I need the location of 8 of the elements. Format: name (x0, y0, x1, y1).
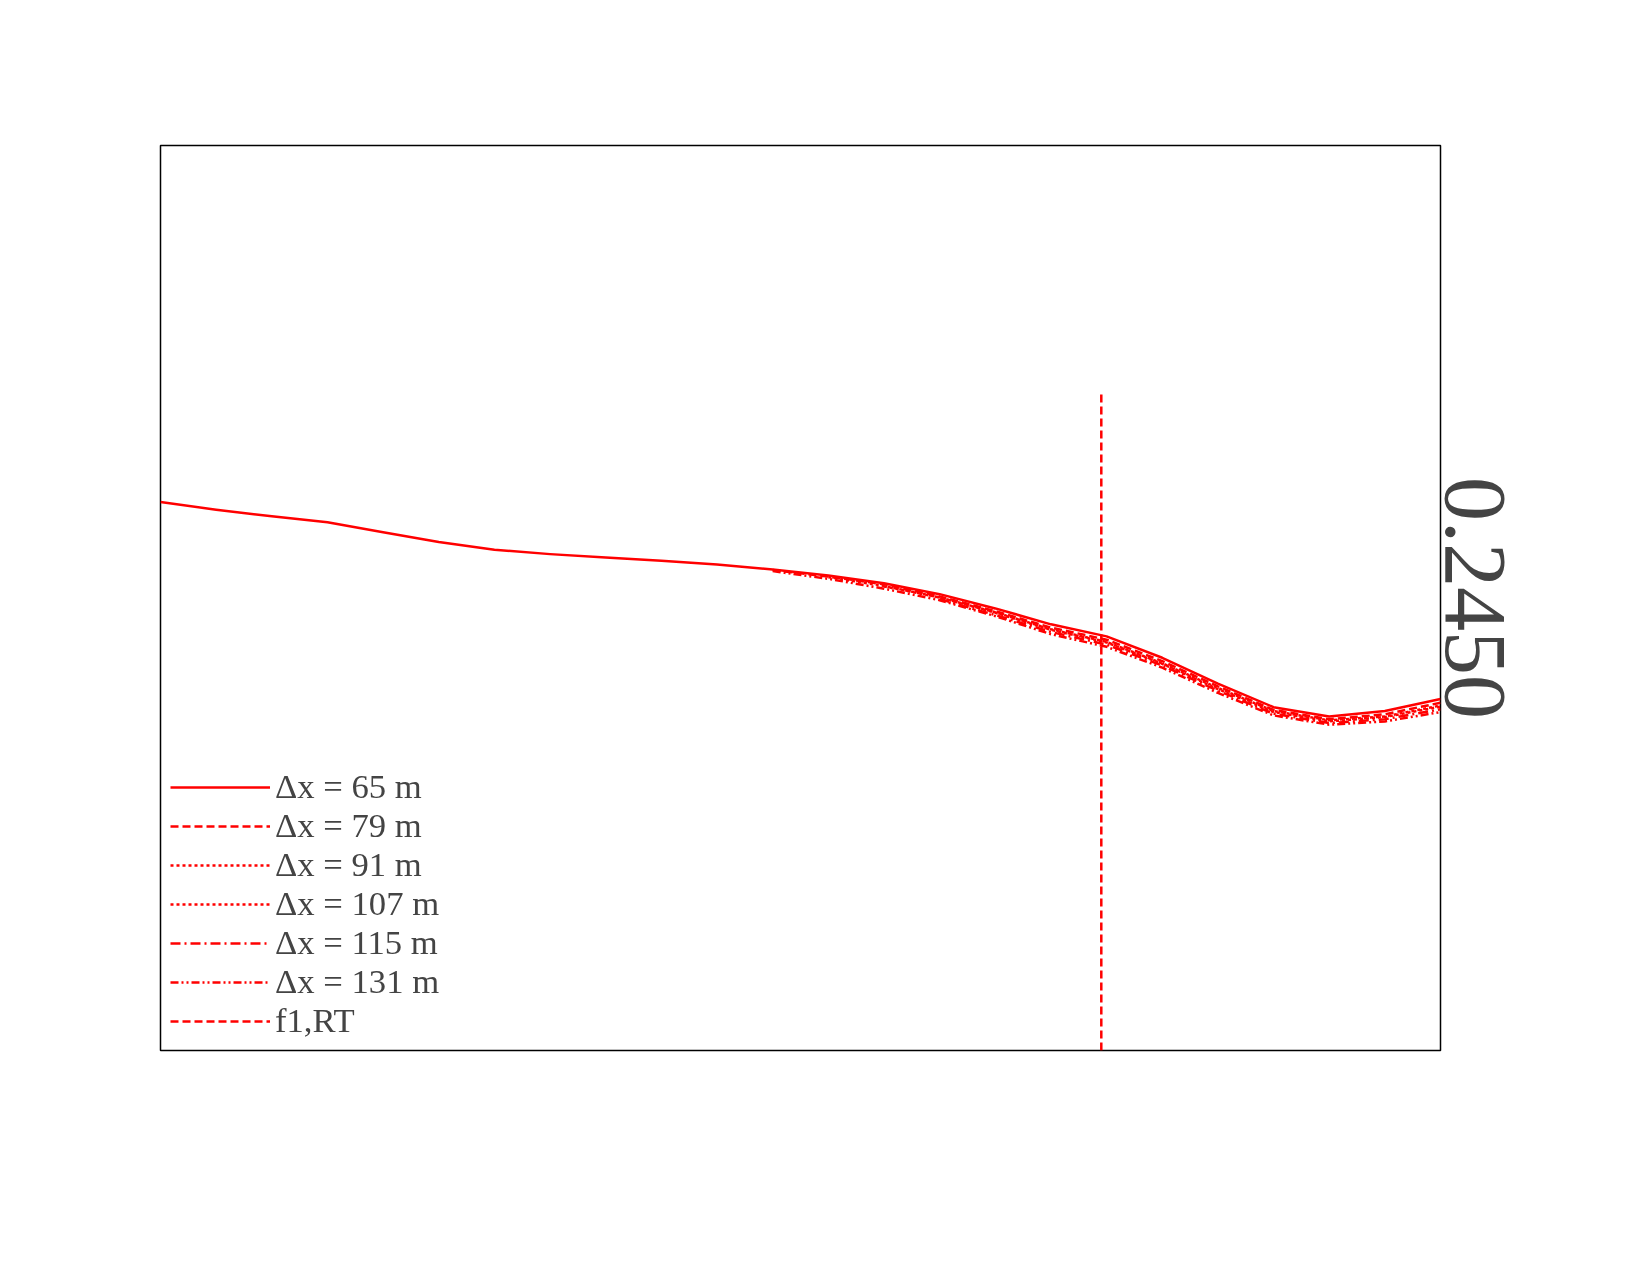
legend-label: Δx = 131 m (275, 962, 440, 1001)
annotation: 0.2450 (1426, 477, 1524, 719)
legend-label: Δx = 115 m (275, 923, 438, 962)
legend-label: Δx = 65 m (275, 767, 422, 806)
text: f1,RT (275, 1001, 355, 1039)
legend-label: Δx = 107 m (275, 884, 440, 923)
legend-label: Δx = 79 m (275, 806, 422, 845)
legend-label: Δx = 91 m (275, 845, 422, 884)
